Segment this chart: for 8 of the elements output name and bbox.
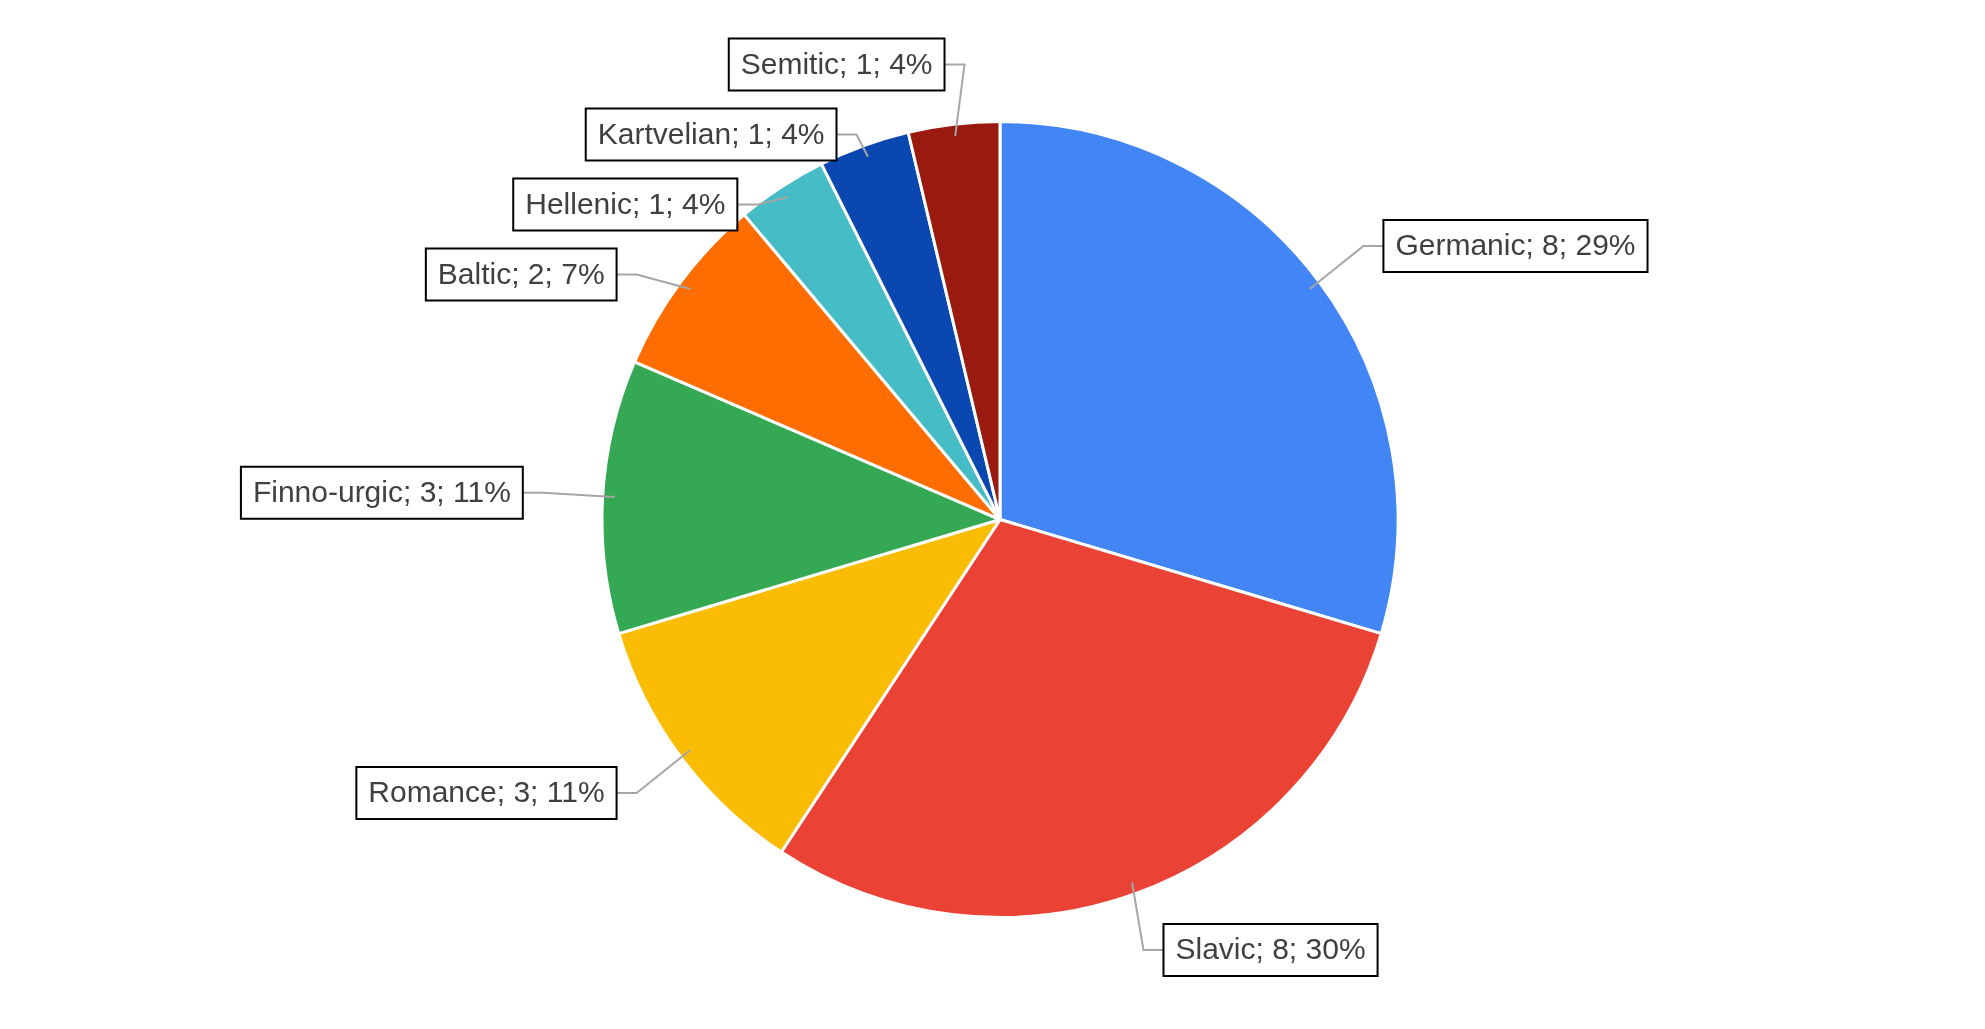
slice-label: Romance; 3; 11% <box>368 775 605 809</box>
slice-label: Baltic; 2; 7% <box>437 256 605 290</box>
slice-label: Semitic; 1; 4% <box>740 46 933 80</box>
slice-label: Hellenic; 1; 4% <box>525 186 726 220</box>
slice-label: Germanic; 8; 29% <box>1395 228 1636 262</box>
slice-label: Finno-urgic; 3; 11% <box>252 475 511 509</box>
slice-label: Kartvelian; 1; 4% <box>597 116 825 150</box>
slice-label: Slavic; 8; 30% <box>1175 932 1366 966</box>
